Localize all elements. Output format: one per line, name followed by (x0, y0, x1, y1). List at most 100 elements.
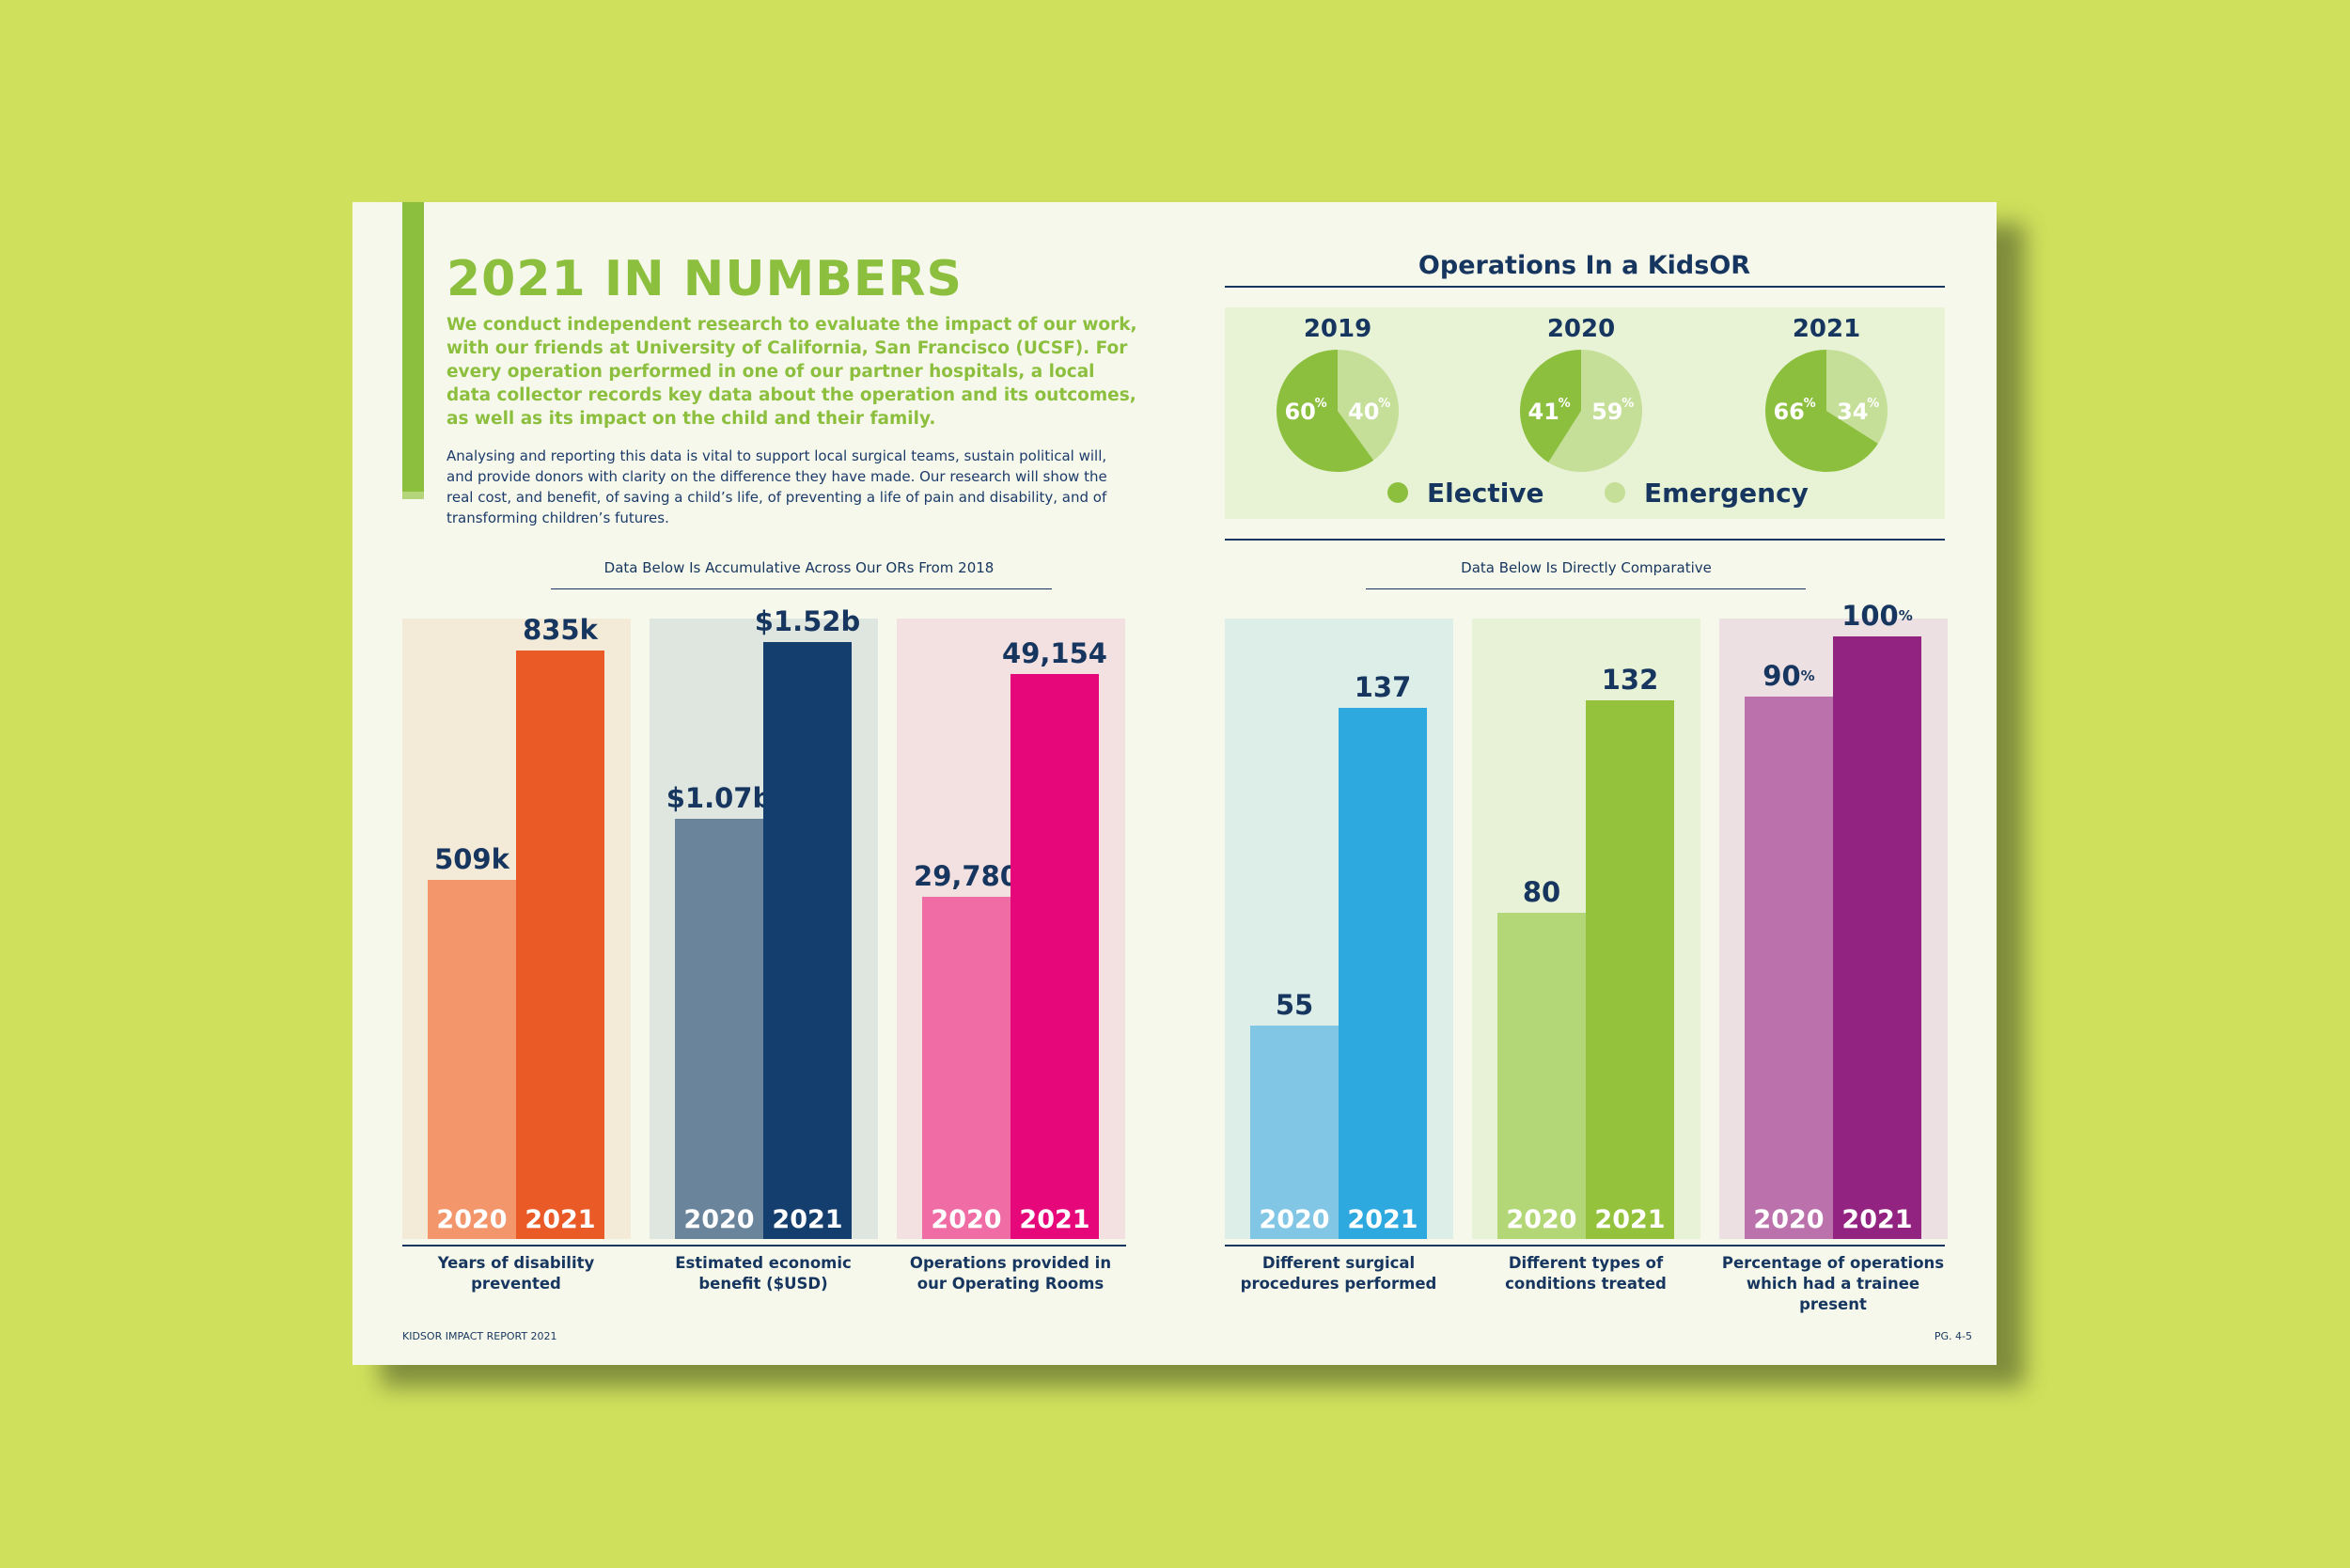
bar-2021 (1339, 708, 1427, 1239)
bar-2021 (1010, 674, 1099, 1239)
bar-year-label: 2021 (1841, 1205, 1913, 1234)
bar-value-label: $1.52b (754, 605, 861, 637)
footer-report-name: KIDSOR IMPACT REPORT 2021 (402, 1330, 557, 1342)
bar-year-label: 2021 (1019, 1205, 1090, 1234)
legend-elective-dot (1387, 482, 1408, 503)
bar-value-label: 80 (1522, 876, 1561, 908)
legend-emergency-dot (1605, 482, 1625, 503)
pie-label-emergency: 59 (1591, 399, 1622, 425)
bar-year-label: 2020 (1753, 1205, 1825, 1234)
pie-year-2020: 2020 (1546, 315, 1616, 343)
operations-bottom-rule (1225, 539, 1945, 541)
pie-label-elective-unit: % (1804, 397, 1816, 411)
bar-value-unit: % (1898, 607, 1913, 624)
bar-year-label: 2021 (1594, 1205, 1666, 1234)
pie-chart-2021: 66% 34% (1765, 350, 1888, 472)
pie-label-elective: 41 (1528, 399, 1559, 425)
bar-value-label: 835k (523, 614, 598, 646)
accent-bar-tail (402, 492, 424, 499)
operations-title: Operations In a KidsOR (1418, 251, 1751, 280)
pie-label-elective-unit: % (1559, 397, 1571, 411)
bar-value-label: 55 (1275, 989, 1314, 1021)
bar-value-label: 509k (434, 843, 509, 875)
bar-panel-conditions: 2020 80 2021 132 (1472, 619, 1700, 1239)
baseline-right (1225, 1245, 1945, 1247)
pie-year-2021: 2021 (1792, 315, 1861, 343)
pie-slice-elective (1765, 350, 1878, 472)
bar-year-label: 2021 (1347, 1205, 1418, 1234)
bar-2020 (1745, 697, 1833, 1239)
bar-2020 (428, 880, 516, 1239)
bar-2021 (1833, 636, 1921, 1239)
bar-2020 (1497, 913, 1586, 1239)
pie-2019: 2019 60% 40% (1262, 313, 1413, 477)
legend-emergency: Emergency (1605, 477, 1809, 509)
bar-2020 (1250, 1026, 1339, 1239)
baseline-left (402, 1245, 1126, 1247)
pie-slice-emergency (1338, 350, 1399, 461)
bar-2021 (763, 642, 852, 1239)
caption-conditions: Different types of conditions treated (1505, 1254, 1667, 1293)
caption-operations: Operations provided in our Operating Roo… (909, 1254, 1112, 1293)
accumulative-note-rule (551, 588, 1052, 589)
bar-year-label: 2021 (772, 1205, 843, 1234)
bar-year-label: 2020 (436, 1205, 508, 1234)
accumulative-note: Data Below Is Accumulative Across Our OR… (603, 559, 995, 576)
bar-year-label: 2020 (683, 1205, 755, 1234)
bar-value-label: 137 (1354, 671, 1412, 703)
pie-label-emergency-unit: % (1622, 397, 1634, 411)
caption-procedures: Different surgical procedures performed (1240, 1254, 1437, 1293)
bar-value-label: 29,780 (914, 860, 1019, 892)
comparative-note: Data Below Is Directly Comparative (1461, 559, 1712, 576)
pie-label-emergency-unit: % (1867, 397, 1879, 411)
pie-label-elective: 66 (1773, 399, 1804, 425)
bar-2021 (1586, 700, 1674, 1239)
legend-emergency-label: Emergency (1644, 477, 1809, 509)
bar-2020 (675, 819, 763, 1239)
body-paragraph: Analysing and reporting this data is vit… (446, 447, 1107, 526)
pie-label-emergency: 40 (1348, 399, 1379, 425)
bar-year-label: 2021 (525, 1205, 596, 1234)
bar-year-label: 2020 (931, 1205, 1002, 1234)
caption-economic: Estimated economic benefit ($USD) (675, 1254, 852, 1293)
pie-slice-emergency (1826, 350, 1888, 444)
bar-value-label: 100% (1841, 600, 1913, 632)
pie-2020: 2020 41% 59% (1506, 313, 1656, 477)
bar-panel-economic: 2020 $1.07b 2021 $1.52b (650, 605, 878, 1239)
bar-2021 (516, 651, 604, 1239)
pie-label-emergency-unit: % (1378, 397, 1390, 411)
bar-panel-procedures: 2020 55 2021 137 (1225, 619, 1453, 1239)
pie-year-2019: 2019 (1303, 315, 1372, 343)
pie-label-elective: 60 (1284, 399, 1315, 425)
bar-year-label: 2020 (1506, 1205, 1577, 1234)
bar-value-label: $1.07b (666, 782, 773, 814)
pie-2021: 2021 66% 34% (1751, 313, 1902, 477)
report-page: 2021 IN NUMBERS We conduct independent r… (352, 202, 1997, 1365)
pie-label-emergency: 34 (1837, 399, 1868, 425)
footer-page-number: PG. 4-5 (1934, 1330, 1972, 1342)
legend-elective-label: Elective (1427, 477, 1544, 509)
caption-disability: Years of disability prevented (437, 1254, 595, 1293)
pie-chart-2020: 41% 59% (1520, 350, 1642, 472)
pie-slice-emergency (1548, 350, 1642, 472)
accent-bar (402, 202, 424, 494)
page-title: 2021 IN NUMBERS (446, 251, 963, 307)
bar-value-unit: % (1800, 667, 1815, 684)
operations-rule (1225, 286, 1945, 288)
comparative-note-rule (1366, 588, 1806, 589)
bar-panel-disability: 2020 509k 2021 835k (402, 614, 631, 1239)
pie-slice-elective (1277, 350, 1374, 472)
bar-value-label: 49,154 (1002, 637, 1107, 669)
legend-elective: Elective (1387, 477, 1544, 509)
bar-panel-operations: 2020 29,780 2021 49,154 (897, 619, 1125, 1239)
intro-paragraph: We conduct independent research to evalu… (446, 315, 1137, 429)
bar-year-label: 2020 (1259, 1205, 1330, 1234)
caption-trainee: Percentage of operations which had a tra… (1721, 1254, 1945, 1313)
pie-label-elective-unit: % (1315, 397, 1327, 411)
pie-slice-elective (1520, 350, 1581, 463)
bar-value-label: 90% (1762, 660, 1815, 692)
bar-2020 (922, 897, 1010, 1239)
bar-panel-trainee: 2020 90% 2021 100% (1719, 600, 1948, 1239)
pie-chart-2019: 60% 40% (1277, 350, 1399, 472)
bar-value-label: 132 (1601, 664, 1659, 696)
